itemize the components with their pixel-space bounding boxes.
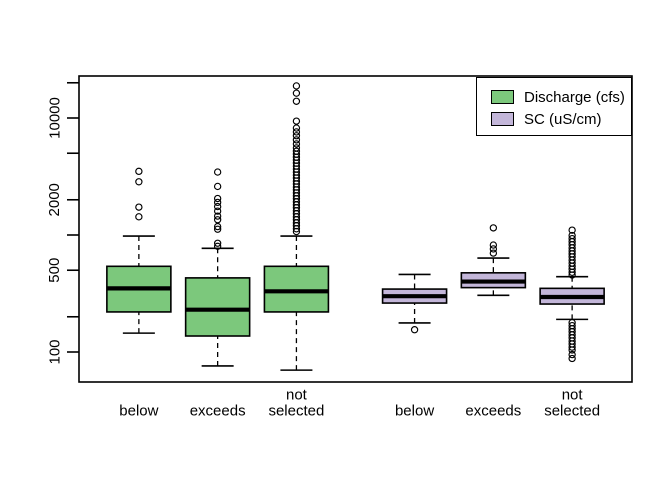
- outlier-point: [135, 203, 143, 211]
- outlier-point: [568, 343, 576, 351]
- legend-item-sc: SC (uS/cm): [491, 110, 602, 128]
- legend: Discharge (cfs) SC (uS/cm): [476, 77, 632, 136]
- outlier-point: [292, 136, 301, 144]
- legend-label-sc: SC (uS/cm): [524, 110, 602, 128]
- outlier-point: [213, 216, 222, 224]
- outlier-point: [292, 117, 301, 125]
- outlier-point: [568, 268, 576, 276]
- x-axis-category-label: exceeds: [190, 402, 246, 419]
- outlier-point: [213, 182, 222, 191]
- legend-label-discharge: Discharge (cfs): [524, 88, 625, 106]
- outlier-point: [213, 202, 222, 211]
- outlier-point: [292, 97, 301, 105]
- outlier-point: [292, 140, 301, 148]
- legend-swatch-discharge-icon: [491, 90, 514, 104]
- outlier-point: [489, 224, 498, 232]
- x-axis-category-label: exceeds: [465, 402, 521, 419]
- outlier-point: [292, 89, 301, 97]
- iqr-box: [263, 265, 330, 313]
- iqr-box: [184, 277, 251, 337]
- outlier-point: [292, 225, 301, 233]
- outlier-point: [135, 167, 143, 176]
- outlier-point: [489, 241, 498, 249]
- plot-frame: [78, 75, 633, 383]
- outlier-point: [292, 124, 301, 132]
- outlier-point: [410, 326, 419, 334]
- y-axis-tick-label: 2000: [46, 183, 63, 216]
- outlier-point: [213, 225, 222, 233]
- y-axis-tick-label: 10000: [46, 97, 63, 139]
- legend-item-discharge: Discharge (cfs): [491, 88, 625, 106]
- outlier-point: [213, 198, 222, 207]
- outlier-point: [213, 242, 222, 251]
- outlier-point: [568, 350, 576, 359]
- legend-swatch-sc-icon: [491, 112, 514, 126]
- x-axis-category-label: not selected: [268, 386, 324, 419]
- outlier-point: [135, 178, 143, 186]
- outlier-point: [568, 271, 576, 279]
- outlier-point: [292, 82, 301, 90]
- outlier-point: [292, 128, 301, 136]
- outlier-point: [213, 239, 222, 247]
- y-axis-tick-label: 100: [46, 339, 63, 364]
- outlier-point: [213, 212, 222, 220]
- boxplot-discharge-below: [106, 167, 172, 334]
- y-axis-tick-label: 500: [46, 258, 63, 283]
- outlier-point: [489, 249, 498, 257]
- outlier-point: [213, 168, 222, 176]
- boxplot-sc-exceeds: [460, 224, 527, 297]
- outlier-point: [568, 354, 576, 363]
- outlier-point: [292, 132, 301, 140]
- outlier-point: [292, 227, 301, 236]
- outlier-point: [213, 207, 222, 215]
- outlier-point: [568, 226, 576, 234]
- boxplot-sc-not-selected: [539, 226, 605, 363]
- outlier-point: [489, 245, 498, 253]
- x-axis-category-label: below: [119, 402, 158, 419]
- x-axis-category-label: not selected: [544, 386, 600, 419]
- x-axis-category-label: below: [395, 402, 434, 419]
- outlier-point: [135, 213, 143, 221]
- boxplot-sc-below: [381, 273, 448, 334]
- outlier-point: [213, 194, 222, 203]
- outlier-point: [568, 346, 576, 354]
- boxplot-discharge-not-selected: [263, 82, 330, 371]
- boxplot-discharge-exceeds: [184, 168, 251, 367]
- outlier-point: [213, 222, 222, 231]
